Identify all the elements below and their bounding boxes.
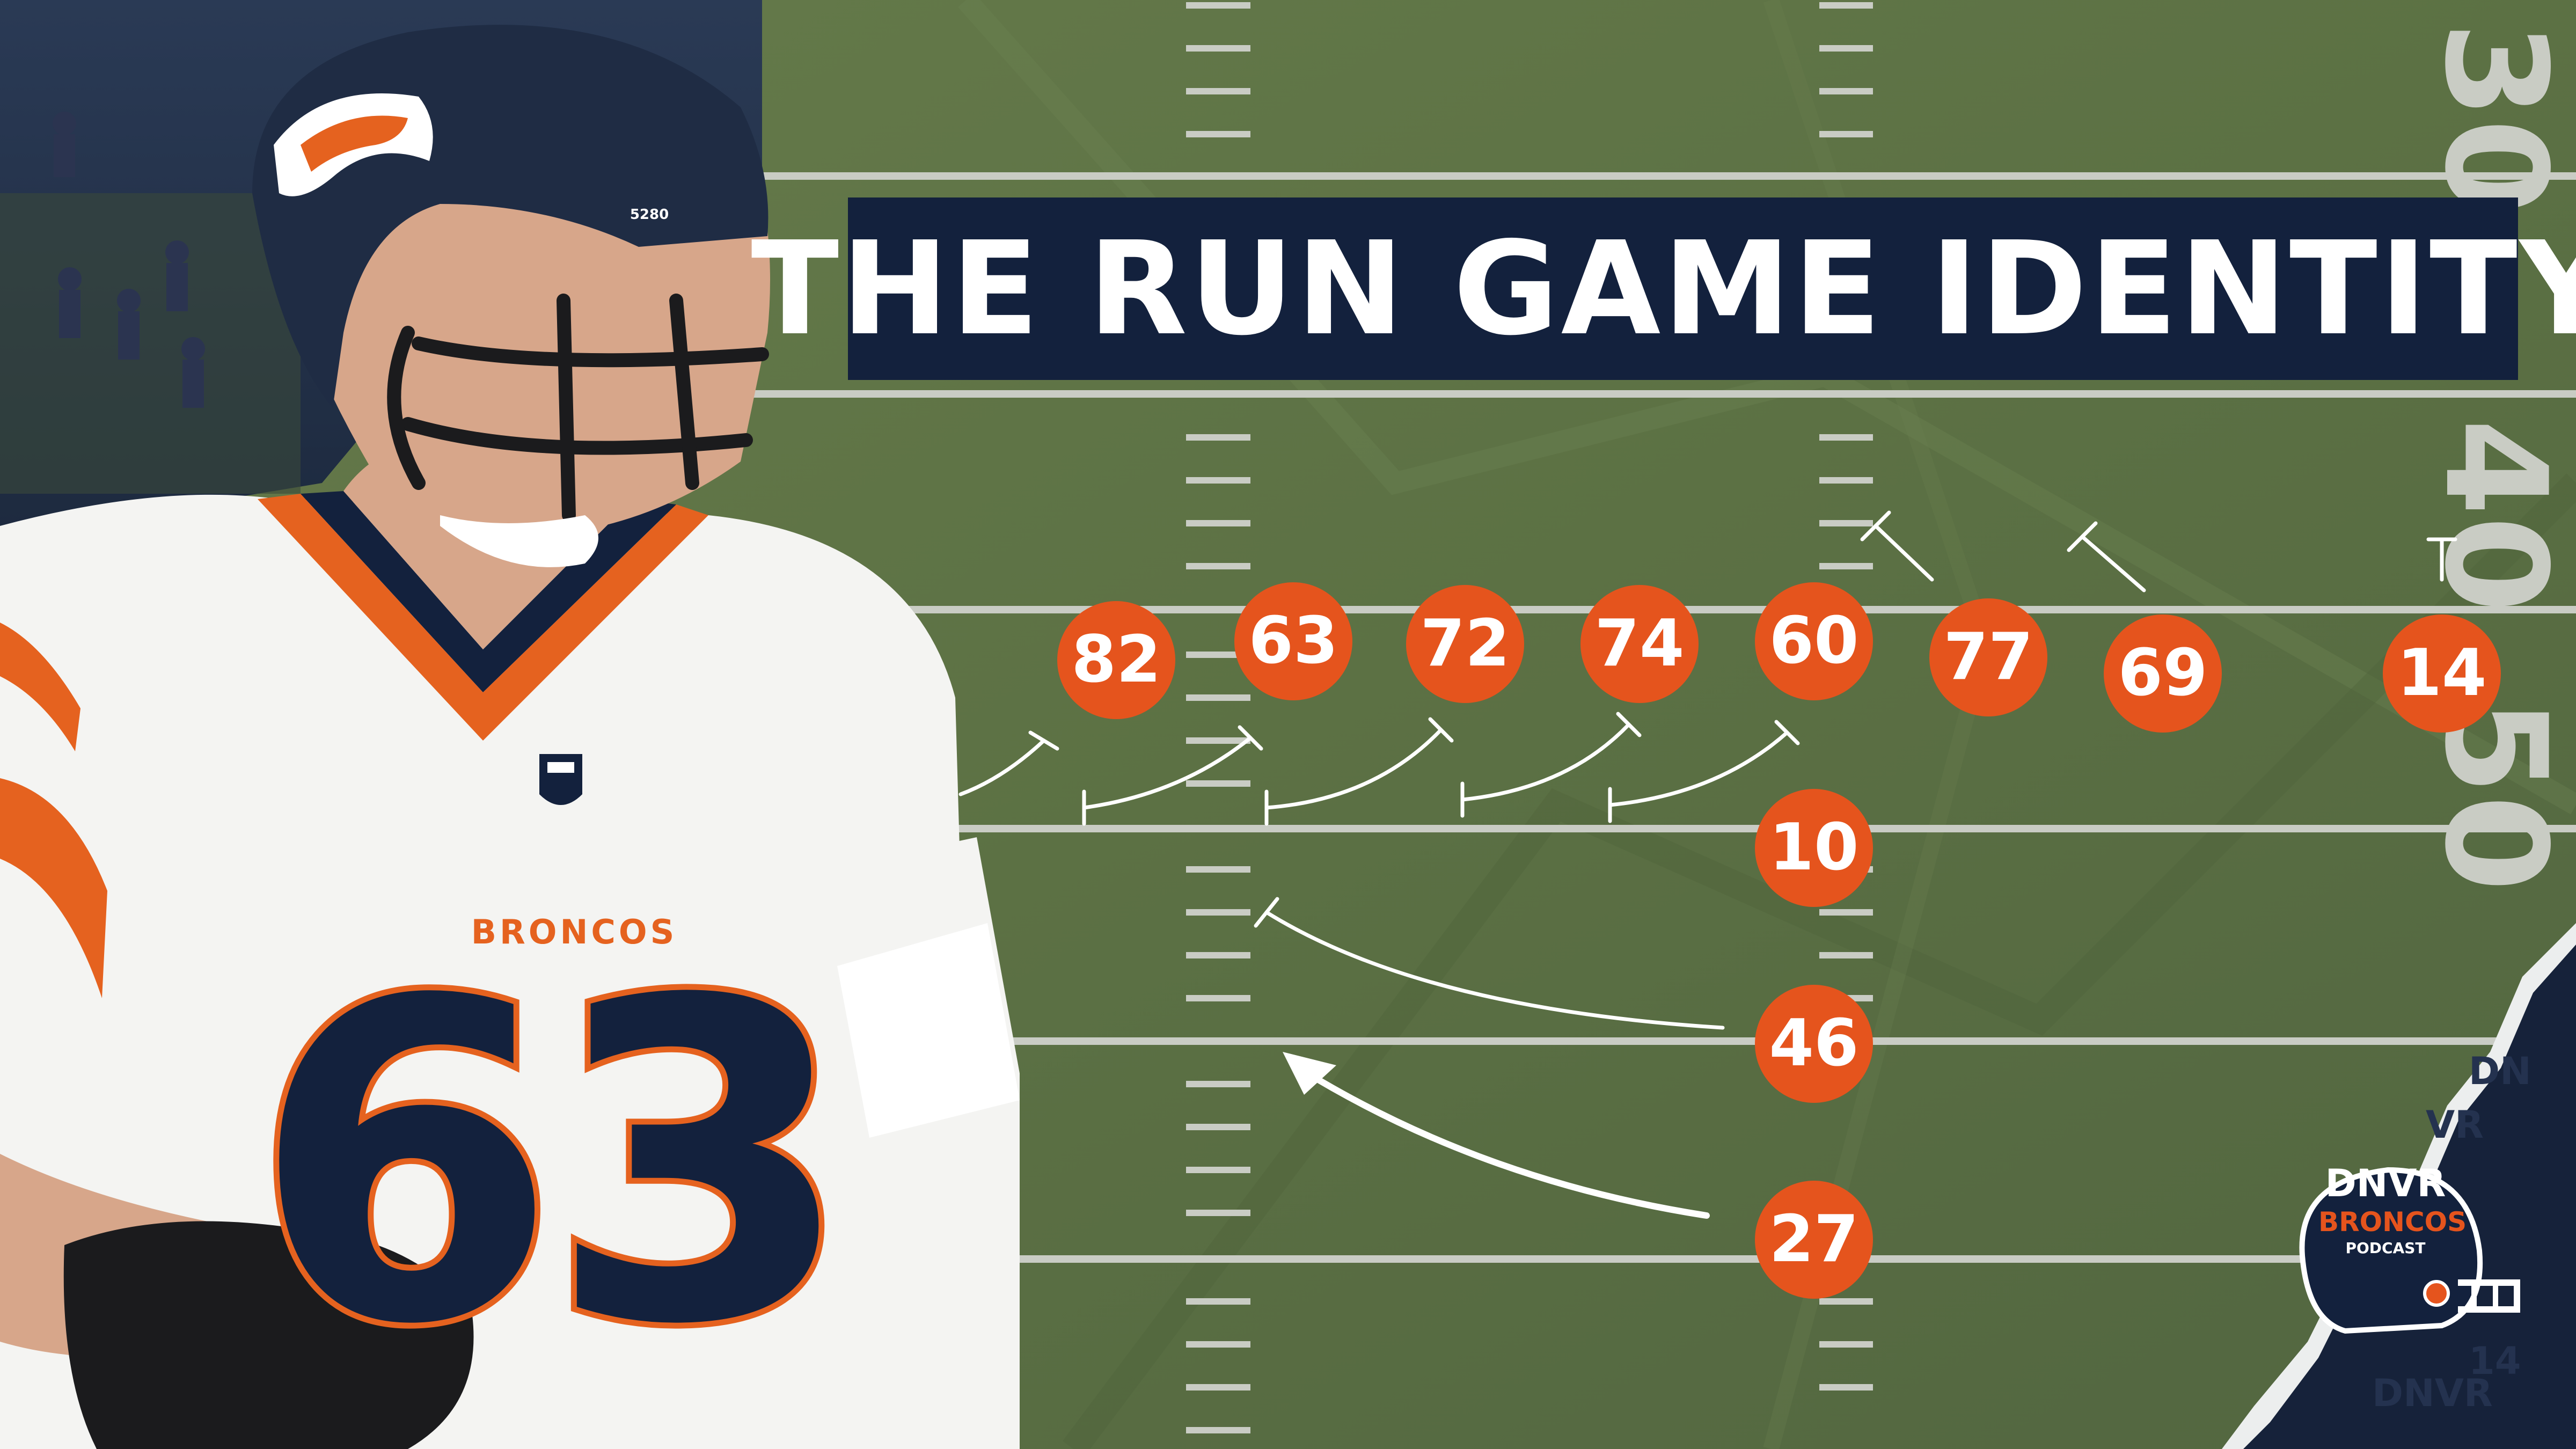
player-marker-77: 77 bbox=[1929, 598, 2047, 716]
football-helmet-icon bbox=[2299, 1167, 2520, 1334]
player-marker-10: 10 bbox=[1755, 789, 1873, 907]
athlete-photo bbox=[0, 0, 1020, 1449]
player-number: 63 bbox=[1248, 604, 1338, 678]
player-number: 77 bbox=[1943, 620, 2033, 694]
player-number: 74 bbox=[1594, 606, 1685, 681]
player-number: 27 bbox=[1769, 1202, 1859, 1277]
player-number: 46 bbox=[1769, 1006, 1859, 1081]
yard-number-30: 30 bbox=[2414, 21, 2576, 216]
helmet-code-text: 5280 bbox=[630, 207, 669, 223]
player-marker-82: 82 bbox=[1057, 601, 1175, 719]
player-marker-74: 74 bbox=[1580, 585, 1699, 703]
player-marker-14: 14 bbox=[2383, 614, 2501, 733]
logo-text-broncos: BRONCOS bbox=[2318, 1206, 2467, 1238]
dnvr-broncos-podcast-logo bbox=[2299, 1167, 2520, 1334]
player-number: 10 bbox=[1769, 810, 1859, 885]
title-banner: THE RUN GAME IDENTITY bbox=[751, 197, 2576, 380]
logo-text-dnvr: DNVR bbox=[2325, 1161, 2446, 1205]
player-marker-63: 63 bbox=[1234, 582, 1352, 700]
logo-text-podcast: PODCAST bbox=[2345, 1239, 2426, 1257]
player-number: 82 bbox=[1071, 623, 1161, 697]
player-marker-72: 72 bbox=[1406, 585, 1524, 703]
player-number: 69 bbox=[2118, 636, 2208, 711]
jersey-number: 63 bbox=[246, 909, 859, 1421]
yard-number-40: 40 bbox=[2414, 419, 2576, 613]
player-number: 60 bbox=[1769, 604, 1859, 678]
page-title: THE RUN GAME IDENTITY bbox=[751, 214, 2576, 364]
player-marker-60: 60 bbox=[1755, 582, 1873, 700]
player-marker-69: 69 bbox=[2104, 614, 2222, 733]
player-number: 72 bbox=[1420, 606, 1510, 681]
jersey-wordmark: BRONCOS bbox=[471, 912, 678, 952]
player-marker-27: 27 bbox=[1755, 1181, 1873, 1299]
player-marker-46: 46 bbox=[1755, 985, 1873, 1103]
player-number: 14 bbox=[2397, 636, 2487, 711]
